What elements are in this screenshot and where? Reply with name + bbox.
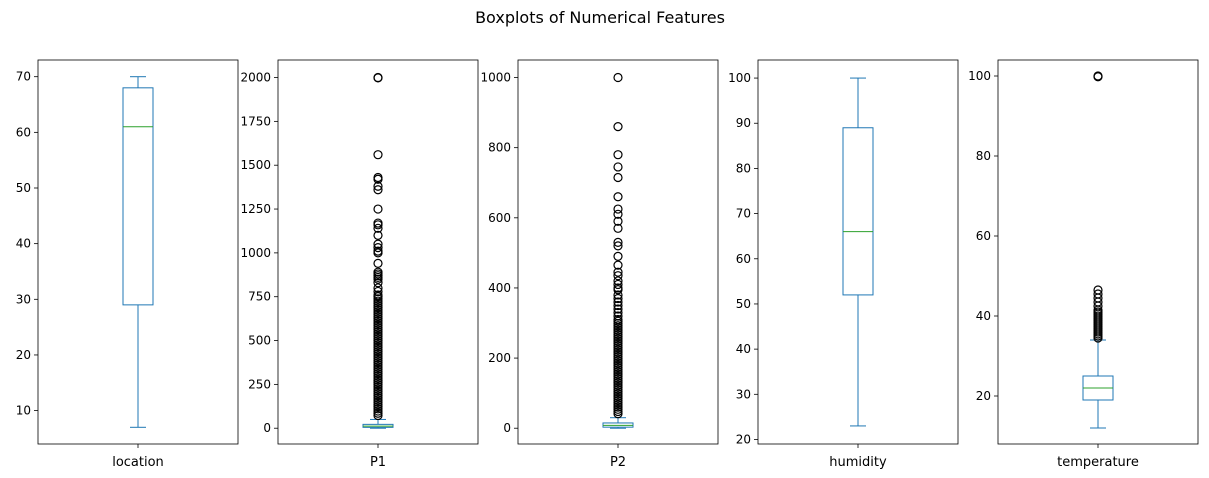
outlier-point	[613, 285, 623, 295]
outlier-point	[613, 122, 623, 132]
y-tick-label: 0	[263, 421, 271, 435]
outlier-point	[373, 292, 383, 302]
outlier-point	[373, 243, 383, 253]
outlier-point	[1093, 72, 1103, 82]
y-tick-label: 20	[16, 348, 31, 362]
y-tick-label: 50	[736, 297, 751, 311]
outlier-point	[613, 192, 623, 202]
panel-P2: 0 200 400 600 800 1000 P2	[480, 59, 719, 470]
outlier-point	[613, 307, 623, 318]
outlier-point	[373, 258, 383, 268]
outlier-point	[613, 150, 623, 160]
y-tick-label: 70	[736, 207, 751, 221]
outlier-point	[613, 267, 623, 277]
y-tick-label: 90	[736, 116, 751, 130]
outlier-point	[613, 241, 623, 251]
outlier-point	[373, 150, 383, 160]
y-tick-label: 60	[976, 229, 991, 243]
outlier-point	[373, 274, 383, 284]
y-tick-label: 1500	[240, 158, 271, 172]
y-tick-label: 1750	[240, 114, 271, 128]
outlier-point	[373, 239, 383, 249]
y-tick-label: 10	[16, 404, 31, 418]
y-tick-label: 2000	[240, 71, 271, 85]
x-category-label: location	[112, 455, 164, 470]
iqr-box	[842, 127, 874, 296]
outlier-point	[373, 230, 383, 240]
outlier-point	[613, 216, 623, 226]
outlier-point	[373, 278, 383, 288]
outlier-point	[613, 204, 623, 214]
y-tick-label: 60	[736, 252, 751, 266]
y-tick-label: 100	[728, 71, 751, 85]
outlier-point	[613, 72, 623, 83]
y-tick-label: 20	[736, 432, 751, 446]
outlier-point	[613, 237, 623, 247]
outlier-point	[613, 172, 623, 183]
outlier-point	[613, 300, 623, 311]
y-tick-label: 70	[16, 70, 31, 84]
x-category-label: P1	[370, 455, 386, 470]
y-tick-label: 1250	[240, 202, 271, 216]
y-tick-label: 750	[248, 290, 271, 304]
y-tick-label: 200	[488, 351, 511, 365]
y-tick-label: 250	[248, 377, 271, 391]
y-tick-label: 60	[16, 125, 31, 139]
outlier-point	[373, 286, 383, 297]
outlier-point	[373, 204, 383, 214]
outlier-point	[373, 185, 383, 195]
outlier-point	[613, 297, 623, 307]
y-tick-label: 50	[16, 181, 31, 195]
outlier-point	[613, 279, 623, 290]
axes-frame	[997, 59, 1199, 445]
outlier-point	[373, 223, 383, 233]
figure-title: Boxplots of Numerical Features	[475, 8, 725, 27]
outlier-point	[1093, 333, 1103, 343]
y-tick-label: 1000	[480, 71, 511, 85]
panel-temperature: 20 40 60 80 100 temperature	[968, 59, 1199, 470]
y-tick-label: 80	[736, 161, 751, 175]
outlier-point	[613, 251, 623, 261]
panel-humidity: 20 30 40 50 60 70 80 90 100 humidity	[728, 59, 959, 470]
y-tick-label: 1000	[240, 246, 271, 260]
outlier-point	[613, 316, 623, 326]
y-tick-label: 600	[488, 211, 511, 225]
x-category-label: P2	[610, 455, 626, 470]
y-tick-label: 20	[976, 389, 991, 403]
y-tick-label: 40	[16, 237, 31, 251]
x-category-label: humidity	[829, 455, 887, 470]
outlier-point	[613, 260, 623, 270]
outlier-point	[373, 220, 383, 230]
outlier-point	[613, 162, 623, 172]
outlier-point	[373, 283, 383, 293]
y-tick-label: 30	[736, 387, 751, 401]
outlier-point	[373, 248, 383, 258]
panel-P1: 0 250 500 750 1000 1250 1500 1750 2000 P1	[240, 59, 479, 470]
outlier-point	[373, 181, 383, 191]
outlier-point	[373, 73, 383, 83]
outlier-point	[613, 304, 623, 314]
outlier-point	[613, 290, 623, 300]
outlier-point	[613, 276, 623, 286]
y-tick-label: 40	[736, 342, 751, 356]
panel-location: 10 20 30 40 50 60 70 location	[16, 59, 239, 470]
outlier-point	[613, 209, 623, 219]
x-category-label: temperature	[1057, 455, 1139, 470]
outlier-point	[613, 223, 623, 233]
y-tick-label: 80	[976, 149, 991, 163]
y-tick-label: 500	[248, 334, 271, 348]
y-tick-label: 40	[976, 309, 991, 323]
iqr-box	[122, 87, 154, 306]
y-tick-label: 0	[503, 421, 511, 435]
y-tick-label: 30	[16, 292, 31, 306]
y-tick-label: 400	[488, 281, 511, 295]
y-tick-label: 800	[488, 141, 511, 155]
y-tick-label: 100	[968, 69, 991, 83]
outlier-point	[613, 271, 623, 281]
outlier-point	[613, 293, 623, 304]
outlier-point	[373, 174, 383, 184]
